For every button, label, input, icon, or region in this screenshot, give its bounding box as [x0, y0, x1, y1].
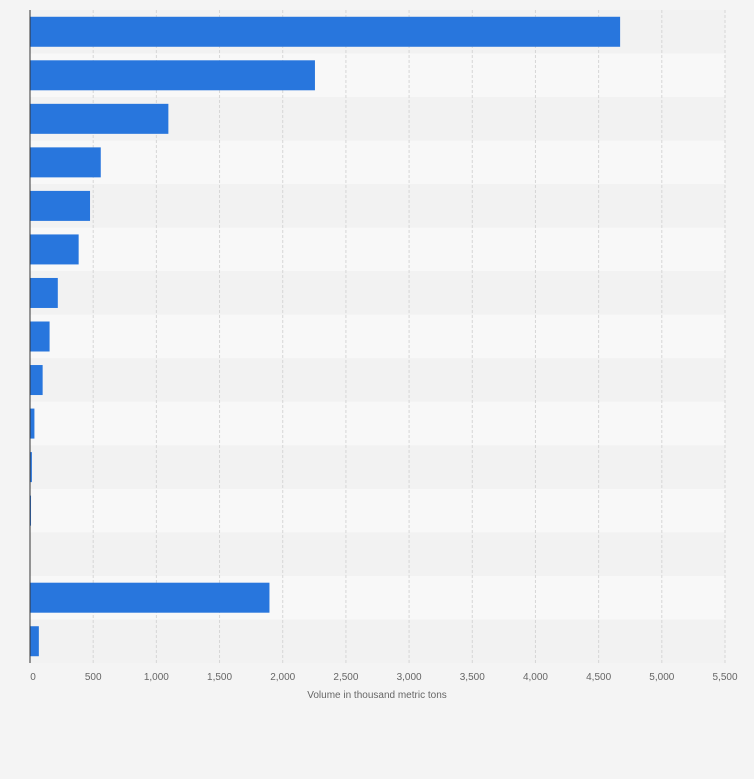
- x-tick-label: 500: [85, 672, 102, 683]
- gridlines: [92, 10, 726, 663]
- x-tick-label: 5,500: [712, 672, 737, 683]
- x-tick-label: 1,000: [144, 672, 169, 683]
- row-band: [30, 184, 725, 228]
- row-band: [30, 532, 725, 576]
- row-band: [30, 140, 725, 185]
- x-axis-title: Volume in thousand metric tons: [307, 690, 447, 701]
- bar-7[interactable]: [30, 277, 58, 308]
- x-tick-label: 4,000: [523, 672, 548, 683]
- x-tick-label: 3,500: [460, 672, 485, 683]
- x-tick-label: 3,000: [397, 672, 422, 683]
- x-tick-label: 5,000: [649, 672, 674, 683]
- bar-5[interactable]: [30, 190, 91, 221]
- x-tick-label: 4,500: [586, 672, 611, 683]
- bar-14[interactable]: [30, 582, 270, 613]
- row-band: [30, 358, 725, 402]
- row-bands: [30, 10, 725, 663]
- row-band: [30, 445, 725, 489]
- bar-6[interactable]: [30, 234, 79, 265]
- row-band: [30, 401, 725, 446]
- x-tick-label: 2,500: [333, 672, 358, 683]
- x-tick-label: 0: [30, 672, 36, 683]
- bar-series: [30, 16, 621, 657]
- bar-10[interactable]: [30, 408, 35, 439]
- row-band: [30, 488, 725, 533]
- bar-8[interactable]: [30, 321, 50, 352]
- x-axis-ticks: 0 500 1,000 1,500 2,000 2,500 3,000 3,500 4,000 4…: [30, 672, 738, 683]
- bar-2[interactable]: [30, 60, 315, 91]
- bar-11[interactable]: [30, 452, 32, 483]
- bar-12[interactable]: [30, 495, 32, 526]
- x-tick-label: 2,000: [270, 672, 295, 683]
- bar-4[interactable]: [30, 147, 101, 178]
- bar-3[interactable]: [30, 103, 169, 134]
- row-band: [30, 271, 725, 315]
- x-tick-label: 1,500: [207, 672, 232, 683]
- bar-15[interactable]: [30, 626, 39, 657]
- bar-1[interactable]: [30, 16, 621, 47]
- row-band: [30, 314, 725, 359]
- row-band: [30, 227, 725, 272]
- bar-9[interactable]: [30, 365, 43, 396]
- row-band: [30, 619, 725, 663]
